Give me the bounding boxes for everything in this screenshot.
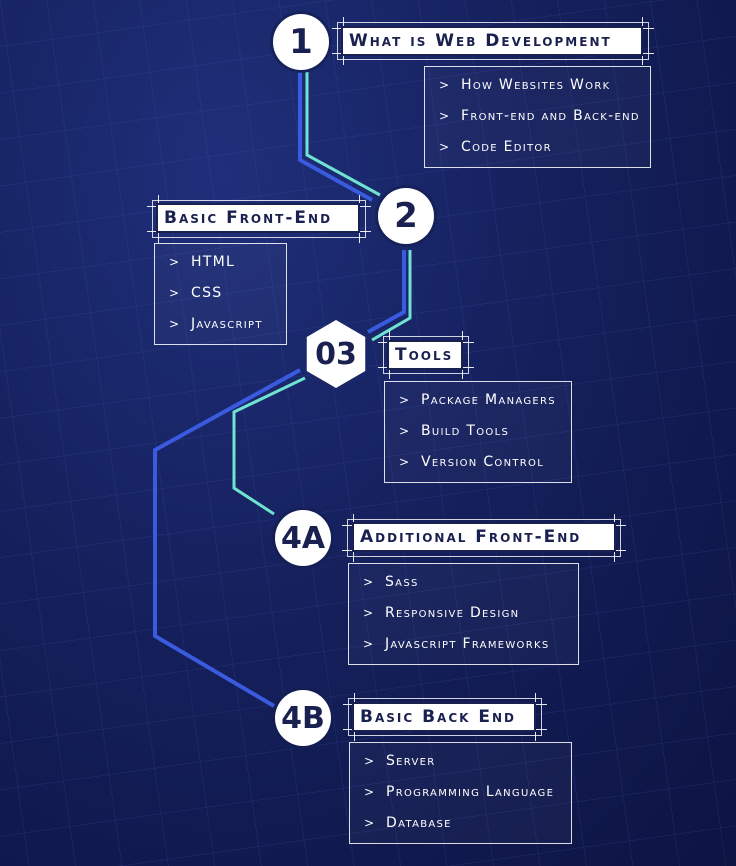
step-4b-number: 4B — [281, 700, 325, 736]
step-4a-list: > Sass > Responsive Design > Javascript Fra… — [348, 563, 579, 665]
list-item: > Package Managers — [399, 392, 556, 408]
step-4b-list: > Server > Programming Language > Database — [349, 742, 572, 844]
step-2-list: > HTML > CSS > Javascript — [154, 243, 287, 345]
list-item: > Javascript Frameworks — [363, 636, 550, 652]
step-3-list: > Package Managers > Build Tools > Version … — [384, 381, 572, 483]
step-3-number: 03 — [315, 336, 357, 372]
list-item: > Database — [364, 815, 452, 831]
step-1-badge: 1 — [273, 14, 329, 70]
step-1-number: 1 — [289, 22, 313, 62]
chevron-right-icon: > — [169, 255, 181, 269]
step-3-title: Tools — [387, 340, 463, 370]
step-4b-title: Basic Back End — [352, 702, 536, 732]
list-item: > Responsive Design — [363, 605, 520, 621]
step-1-list: > How Websites Work > Front-end and Back-e… — [424, 66, 651, 168]
chevron-right-icon: > — [439, 78, 451, 92]
step-3-badge: 03 — [306, 320, 366, 388]
step-4a-badge: 4A — [275, 510, 331, 566]
chevron-right-icon: > — [363, 575, 375, 589]
chevron-right-icon: > — [169, 317, 181, 331]
chevron-right-icon: > — [363, 606, 375, 620]
list-item: > HTML — [169, 254, 236, 270]
chevron-right-icon: > — [364, 816, 376, 830]
list-item: > Sass — [363, 574, 419, 590]
step-2-badge: 2 — [378, 188, 434, 244]
list-item: > Front-end and Back-end — [439, 108, 640, 124]
chevron-right-icon: > — [399, 455, 411, 469]
chevron-right-icon: > — [399, 393, 411, 407]
chevron-right-icon: > — [364, 785, 376, 799]
list-item: > CSS — [169, 285, 223, 301]
chevron-right-icon: > — [439, 140, 451, 154]
list-item: > Version Control — [399, 454, 545, 470]
chevron-right-icon: > — [399, 424, 411, 438]
chevron-right-icon: > — [364, 754, 376, 768]
list-item: > Programming Language — [364, 784, 555, 800]
step-1-title: What is Web Development — [341, 26, 643, 56]
list-item: > Javascript — [169, 316, 263, 332]
step-4a-title: Additional Front-End — [352, 522, 616, 552]
step-2-number: 2 — [394, 196, 418, 236]
step-4a-number: 4A — [280, 520, 326, 556]
list-item: > Build Tools — [399, 423, 510, 439]
chevron-right-icon: > — [439, 109, 451, 123]
list-item: > Code Editor — [439, 139, 552, 155]
step-2-title: Basic Front-End — [156, 203, 360, 233]
chevron-right-icon: > — [169, 286, 181, 300]
chevron-right-icon: > — [363, 637, 375, 651]
list-item: > Server — [364, 753, 436, 769]
list-item: > How Websites Work — [439, 77, 611, 93]
step-4b-badge: 4B — [275, 690, 331, 746]
